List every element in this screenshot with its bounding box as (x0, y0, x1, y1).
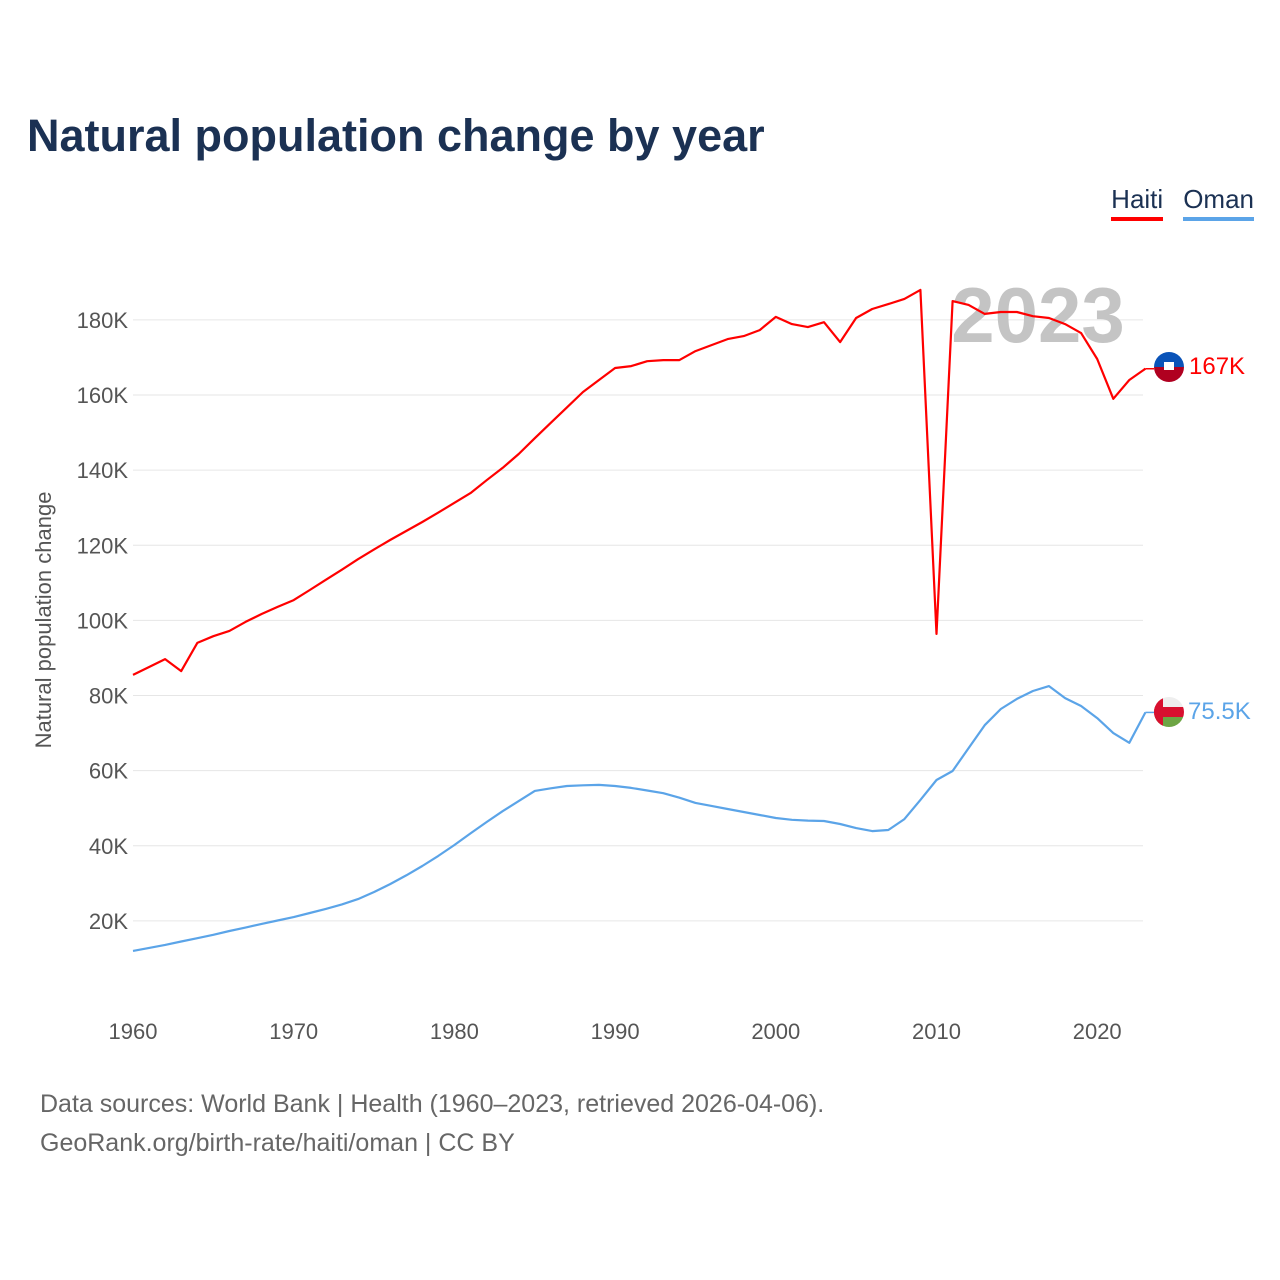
y-tick-label: 80K (89, 684, 128, 709)
oman-end-label: 75.5K (1188, 698, 1251, 725)
x-tick-label: 1980 (430, 1019, 479, 1044)
legend: Haiti Oman (1111, 184, 1254, 221)
y-tick-label: 100K (77, 608, 129, 633)
x-tick-label: 1990 (591, 1019, 640, 1044)
y-tick-label: 120K (77, 533, 129, 558)
series-line-haiti (132, 288, 1147, 676)
x-tick-label: 2000 (751, 1019, 800, 1044)
y-tick-label: 160K (77, 383, 129, 408)
haiti-flag-icon (1154, 352, 1184, 382)
y-tick-label: 180K (77, 308, 129, 333)
x-tick-label: 1960 (109, 1019, 158, 1044)
y-axis-label: Natural population change (31, 492, 56, 749)
y-tick-label: 40K (89, 834, 128, 859)
x-tick-label: 1970 (269, 1019, 318, 1044)
y-tick-label: 140K (77, 458, 129, 483)
x-tick-label: 2020 (1073, 1019, 1122, 1044)
series-line-oman (132, 684, 1147, 952)
x-tick-label: 2010 (912, 1019, 961, 1044)
year-watermark: 2023 (951, 271, 1125, 359)
footer: Data sources: World Bank | Health (1960–… (40, 1085, 824, 1163)
source-note: Data sources: World Bank | Health (1960–… (40, 1090, 825, 1118)
source-link[interactable]: GeoRank.org/birth-rate/haiti/oman | CC B… (40, 1129, 515, 1157)
oman-flag-icon (1154, 697, 1184, 727)
legend-item-haiti[interactable]: Haiti (1111, 184, 1164, 221)
y-tick-label: 60K (89, 759, 128, 784)
legend-item-oman[interactable]: Oman (1183, 184, 1254, 221)
haiti-end-label: 167K (1189, 353, 1245, 380)
y-tick-label: 20K (89, 909, 128, 934)
chart-title: Natural population change by year (27, 110, 765, 161)
